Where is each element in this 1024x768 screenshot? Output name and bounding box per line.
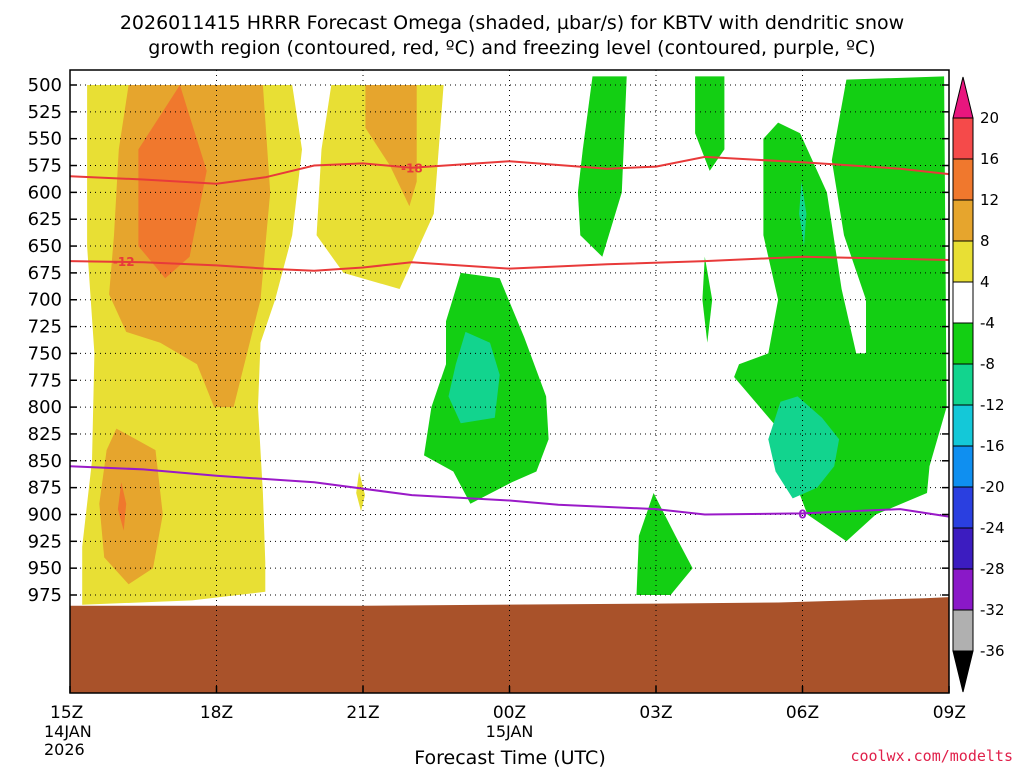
y-tick-label-800: 800 [28,397,62,418]
y-tick-label-700: 700 [28,290,62,311]
y-tick-label-575: 575 [28,156,62,177]
colorbar-label-0: 20 [980,109,999,127]
omega-region-9 [695,76,725,171]
colorbar-swatch-5 [952,281,974,324]
contour-label-1: -12 [113,255,135,269]
contour-label-2: 0 [798,507,806,521]
y-tick-label-900: 900 [28,504,62,525]
x-tick-label-2: 21Z [346,703,379,723]
colorbar-swatch-2 [952,158,974,201]
colorbar-swatch-13 [952,609,974,652]
x-tick-label-0: 15Z [50,703,83,723]
omega-region-8 [577,76,627,257]
y-tick-label-875: 875 [28,478,62,499]
contour-line-0 [69,155,950,185]
colorbar-swatch-10 [952,486,974,529]
omega-region-13 [734,76,947,542]
colorbar-label-7: -12 [980,396,1005,414]
colorbar-swatch-8 [952,404,974,447]
x-tick-label-3: 00Z [493,703,526,723]
colorbar-swatch-4 [952,240,974,283]
omega-region-4 [365,85,417,207]
colorbar-label-9: -20 [980,478,1005,496]
y-tick-label-625: 625 [28,209,62,230]
y-tick-label-600: 600 [28,182,62,203]
x-tick-sublabel1-3: 15JAN [486,722,534,741]
omega-region-2 [356,471,365,512]
colorbar-label-8: -16 [980,437,1005,455]
colorbar-label-2: 12 [980,191,999,209]
contour-line-2 [69,465,950,518]
colorbar-label-11: -28 [980,560,1005,578]
y-tick-label-950: 950 [28,558,62,579]
colorbar-label-6: -8 [980,355,995,373]
chart-title-line2: growth region (contoured, red, ºC) and f… [148,37,875,59]
colorbar-swatch-3 [952,199,974,242]
omega-region-16 [799,181,807,247]
x-tick-label-4: 03Z [639,703,672,723]
y-tick-label-750: 750 [28,343,62,364]
omega-region-10 [702,256,713,343]
colorbar-bottom-triangle [952,650,974,693]
colorbar: 20 16 12 8 4 -4 -8 -12 -16 -20 -24 -28 -32 -36 [952,76,1005,693]
omega-region-15 [768,396,840,499]
colorbar-label-1: 16 [980,150,999,168]
y-tick-label-850: 850 [28,451,62,472]
y-tick-label-925: 925 [28,531,62,552]
y-tick-label-650: 650 [28,236,62,257]
colorbar-swatch-1 [952,117,974,160]
y-tick-label-775: 775 [28,370,62,391]
colorbar-top-triangle [952,76,974,119]
y-tick-label-500: 500 [28,75,62,96]
y-tick-label-975: 975 [28,585,62,606]
y-tick-label-725: 725 [28,317,62,338]
colorbar-swatch-9 [952,445,974,488]
credit-text[interactable]: coolwx.com/modelts [850,747,1013,765]
omega-region-5 [99,428,163,585]
contour-line-1 [69,255,950,272]
colorbar-label-3: 8 [980,232,990,250]
chart-title-line1: 2026011415 HRRR Forecast Omega (shaded, … [120,12,904,34]
x-tick-label-1: 18Z [200,703,233,723]
omega-region-14 [448,331,500,424]
colorbar-label-10: -24 [980,519,1005,537]
omega-region-7 [117,482,127,531]
colorbar-swatch-12 [952,568,974,611]
omega-shaded-regions [82,76,947,605]
colorbar-swatch-7 [952,363,974,406]
colorbar-label-12: -32 [980,601,1005,619]
contour-lines: -18 -12 0 [69,155,950,521]
omega-region-12 [636,493,693,595]
x-axis-title: Forecast Time (UTC) [414,747,605,768]
y-tick-label-525: 525 [28,102,62,123]
colorbar-label-5: -4 [980,314,995,332]
x-tick-sublabel2-0: 2026 [44,740,85,759]
x-tick-label-5: 06Z [786,703,819,723]
y-tick-label-825: 825 [28,424,62,445]
x-tick-label-6: 09Z [933,703,966,723]
colorbar-swatch-6 [952,322,974,365]
colorbar-label-13: -36 [980,642,1005,660]
y-tick-label-550: 550 [28,129,62,150]
x-tick-sublabel1-0: 14JAN [44,722,92,741]
axes: 500 525 550 575 600 625 650 675 700 725 750 775 800 8… [28,69,966,759]
contour-label-0: -18 [401,162,423,176]
colorbar-swatch-11 [952,527,974,570]
colorbar-label-4: 4 [980,273,990,291]
y-tick-label-675: 675 [28,263,62,284]
